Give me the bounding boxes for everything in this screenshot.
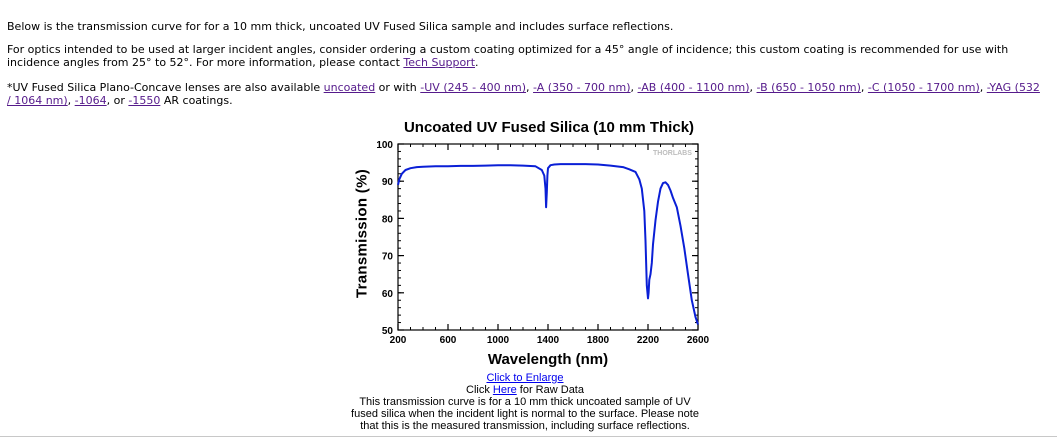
separator: , [526, 81, 534, 94]
x-tick-label: 1800 [587, 335, 610, 346]
c-coating-link[interactable]: -C (1050 - 1700 nm) [867, 81, 980, 94]
click-to-enlarge-link[interactable]: Click to Enlarge [486, 372, 564, 384]
chart-plot-area: 200 600 1000 1400 1800 2200 2600 50 60 70 80 90 100 T… [376, 140, 710, 346]
1550-coating-link[interactable]: -1550 [128, 94, 161, 107]
section-divider [0, 436, 1057, 437]
separator: , [749, 81, 757, 94]
a-coating-link[interactable]: -A (350 - 700 nm) [533, 81, 631, 94]
caption-line: that this is the measured transmission, … [360, 420, 690, 432]
intro-paragraph: Below is the transmission curve for for … [7, 20, 674, 33]
yag-coating-link[interactable]: -YAG (532 / 1064 nm) [7, 81, 1040, 107]
caption-line: This transmission curve is for a 10 mm t… [359, 396, 691, 408]
separator: , [979, 81, 987, 94]
y-tick-label: 60 [382, 289, 394, 300]
raw-data-prefix: Click [466, 384, 493, 396]
separator: , [67, 94, 75, 107]
ab-coating-link[interactable]: -AB (400 - 1100 nm) [637, 81, 750, 94]
tech-support-link[interactable]: Tech Support [403, 56, 476, 69]
x-tick-label: 2600 [687, 335, 710, 346]
x-tick-label: 600 [440, 335, 457, 346]
raw-data-line: Click Here for Raw Data [340, 384, 710, 396]
transmission-series-line [397, 163, 699, 325]
coating-note-end: . [475, 56, 479, 69]
x-tick-label: 200 [390, 335, 407, 346]
y-tick-label: 50 [382, 326, 394, 337]
separator: , or [106, 94, 129, 107]
x-axis-label: Wavelength (nm) [487, 351, 609, 368]
b-coating-link[interactable]: -B (650 - 1050 nm) [756, 81, 861, 94]
1064-coating-link[interactable]: -1064 [74, 94, 107, 107]
uv-coating-link[interactable]: -UV (245 - 400 nm) [420, 81, 527, 94]
coating-note-text: For optics intended to be used at larger… [7, 43, 1009, 69]
availability-paragraph: *UV Fused Silica Plano-Concave lenses ar… [7, 81, 1047, 107]
y-tick-label: 90 [382, 177, 394, 188]
separator: or with [375, 81, 421, 94]
x-tick-label: 1000 [487, 335, 510, 346]
transmission-chart[interactable]: Uncoated UV Fused Silica (10 mm Thick) T… [340, 115, 720, 375]
thorlabs-watermark: THORLABS [653, 150, 692, 157]
separator: , [860, 81, 868, 94]
caption-line: fused silica when the incident light is … [351, 408, 699, 420]
x-tick-label: 2200 [637, 335, 660, 346]
chart-caption: Click to Enlarge Click Here for Raw Data… [340, 372, 710, 432]
raw-data-link[interactable]: Here [492, 384, 517, 396]
raw-data-suffix: for Raw Data [516, 384, 584, 396]
y-tick-label: 100 [376, 140, 393, 151]
y-tick-label: 70 [382, 252, 394, 263]
availability-end: AR coatings. [160, 94, 233, 107]
chart-title: Uncoated UV Fused Silica (10 mm Thick) [403, 119, 695, 136]
x-tick-label: 1400 [537, 335, 560, 346]
availability-text: *UV Fused Silica Plano-Concave lenses ar… [7, 81, 324, 94]
y-tick-label: 80 [382, 214, 394, 225]
coating-note-paragraph: For optics intended to be used at larger… [7, 43, 1042, 69]
separator: , [630, 81, 638, 94]
uncoated-link[interactable]: uncoated [323, 81, 376, 94]
